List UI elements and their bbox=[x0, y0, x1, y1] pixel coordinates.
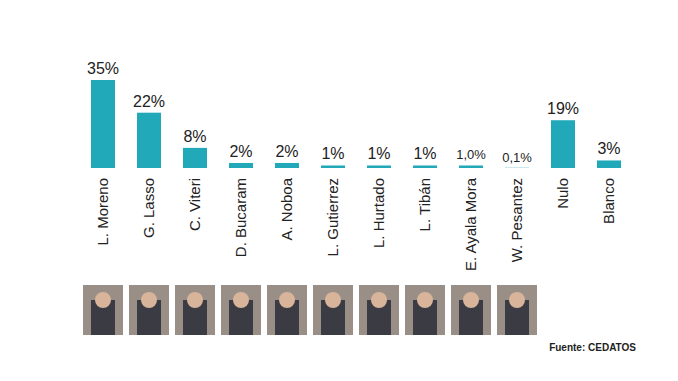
photo-face bbox=[509, 292, 525, 308]
data-label: 1,0% bbox=[456, 147, 486, 162]
photo-face bbox=[417, 292, 433, 308]
bar bbox=[137, 113, 161, 168]
bar bbox=[551, 120, 575, 168]
category-label: W. Pesantez bbox=[508, 178, 525, 262]
bar bbox=[229, 163, 253, 168]
chart-svg: 35% L. Moreno 22% G. Lasso 8% C. Viteri 2% D. B… bbox=[0, 0, 678, 381]
category-label: D. Bucaram bbox=[232, 178, 249, 257]
category-label: C. Viteri bbox=[186, 178, 203, 231]
category-label: E. Ayala Mora bbox=[462, 177, 479, 271]
photo-placeholder bbox=[129, 285, 169, 335]
photo-placeholder bbox=[497, 285, 537, 335]
bars bbox=[91, 80, 621, 168]
category-label: L. Gutierrez bbox=[324, 178, 341, 256]
photo-face bbox=[463, 292, 479, 308]
data-label: 3% bbox=[597, 140, 620, 157]
data-label: 0,1% bbox=[502, 150, 532, 165]
bar bbox=[321, 165, 345, 168]
chart-container: 35% L. Moreno 22% G. Lasso 8% C. Viteri 2% D. B… bbox=[0, 0, 678, 381]
photo-face bbox=[141, 292, 157, 308]
data-label: 2% bbox=[229, 143, 252, 160]
photo-placeholder bbox=[405, 285, 445, 335]
bar bbox=[91, 80, 115, 168]
photo-placeholder bbox=[267, 285, 307, 335]
data-label: 8% bbox=[183, 128, 206, 145]
photo-face bbox=[187, 292, 203, 308]
data-label: 22% bbox=[133, 93, 165, 110]
data-label: 1% bbox=[413, 145, 436, 162]
category-label: L. Tibán bbox=[416, 178, 433, 231]
data-label: 35% bbox=[87, 60, 119, 77]
photo-face bbox=[233, 292, 249, 308]
category-label: G. Lasso bbox=[140, 178, 157, 238]
category-label: Blanco bbox=[600, 178, 617, 224]
bar bbox=[459, 165, 483, 168]
photo-placeholder bbox=[221, 285, 261, 335]
data-label: 1% bbox=[321, 145, 344, 162]
photo-placeholder bbox=[451, 285, 491, 335]
category-label: A. Noboa bbox=[278, 177, 295, 240]
bar bbox=[505, 167, 529, 168]
photo-face bbox=[279, 292, 295, 308]
data-label: 1% bbox=[367, 145, 390, 162]
photo-placeholder bbox=[175, 285, 215, 335]
bar bbox=[597, 160, 621, 168]
bar bbox=[367, 165, 391, 168]
bar bbox=[275, 163, 299, 168]
photo-face bbox=[95, 292, 111, 308]
bar bbox=[413, 165, 437, 168]
photo-placeholder bbox=[359, 285, 399, 335]
category-label: Nulo bbox=[554, 178, 571, 209]
photo-placeholder bbox=[313, 285, 353, 335]
photo-face bbox=[371, 292, 387, 308]
photo-placeholder bbox=[83, 285, 123, 335]
category-label: L. Hurtado bbox=[370, 178, 387, 248]
category-label: L. Moreno bbox=[94, 178, 111, 246]
source-note: Fuente: CEDATOS bbox=[549, 342, 636, 353]
data-label: 19% bbox=[547, 100, 579, 117]
bar bbox=[183, 148, 207, 168]
labels: 35% L. Moreno 22% G. Lasso 8% C. Viteri 2% D. B… bbox=[87, 60, 621, 271]
data-label: 2% bbox=[275, 143, 298, 160]
photo-face bbox=[325, 292, 341, 308]
